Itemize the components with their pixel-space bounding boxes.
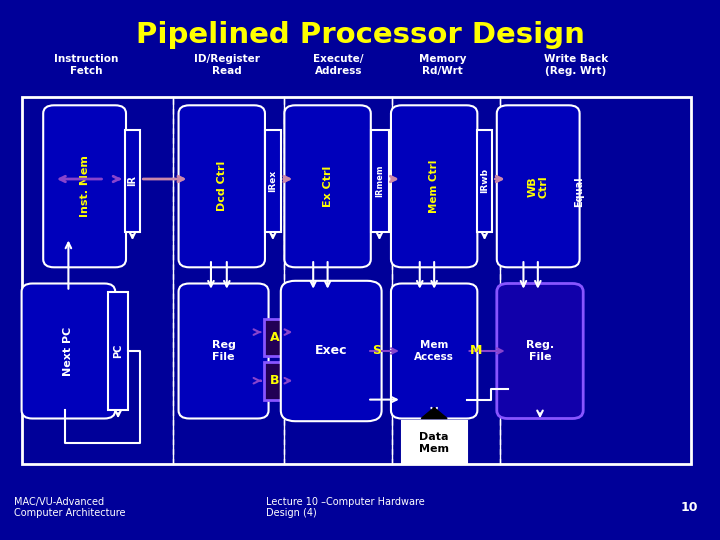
- Text: Reg
File: Reg File: [212, 340, 235, 362]
- Text: WB
Ctrl: WB Ctrl: [527, 175, 549, 198]
- Bar: [402, 421, 467, 464]
- Polygon shape: [421, 408, 447, 418]
- Text: B: B: [269, 374, 279, 387]
- Bar: [264, 319, 284, 356]
- Bar: [22, 97, 691, 464]
- Text: Inst. Mem: Inst. Mem: [80, 156, 89, 217]
- Text: Ex Ctrl: Ex Ctrl: [323, 166, 333, 207]
- Bar: [125, 130, 140, 232]
- Text: M: M: [469, 345, 482, 357]
- Text: Equal: Equal: [575, 177, 585, 207]
- Text: IR: IR: [127, 176, 138, 186]
- Text: Lecture 10 –Computer Hardware
Design (4): Lecture 10 –Computer Hardware Design (4): [266, 497, 425, 518]
- Bar: [265, 130, 281, 232]
- Text: A: A: [269, 331, 279, 344]
- Text: Execute/
Address: Execute/ Address: [313, 54, 364, 76]
- Text: Write Back
(Reg. Wrt): Write Back (Reg. Wrt): [544, 54, 608, 76]
- FancyBboxPatch shape: [497, 284, 583, 418]
- FancyBboxPatch shape: [22, 284, 115, 418]
- Text: Reg.
File: Reg. File: [526, 340, 554, 362]
- Text: 10: 10: [681, 501, 698, 514]
- Text: IRwb: IRwb: [480, 168, 489, 193]
- FancyBboxPatch shape: [391, 284, 477, 418]
- FancyBboxPatch shape: [284, 105, 371, 267]
- FancyBboxPatch shape: [281, 281, 382, 421]
- Text: Mem
Access: Mem Access: [414, 340, 454, 362]
- Text: MAC/VU-Advanced
Computer Architecture: MAC/VU-Advanced Computer Architecture: [14, 497, 126, 518]
- Text: PC: PC: [113, 344, 123, 358]
- Bar: [477, 130, 492, 232]
- FancyBboxPatch shape: [43, 105, 126, 267]
- FancyBboxPatch shape: [179, 105, 265, 267]
- FancyBboxPatch shape: [179, 284, 269, 418]
- Bar: [371, 130, 389, 232]
- Bar: [108, 292, 128, 410]
- Bar: [264, 362, 284, 400]
- Text: ID/Register
Read: ID/Register Read: [194, 54, 260, 76]
- Text: Dcd Ctrl: Dcd Ctrl: [217, 161, 227, 212]
- Text: Next PC: Next PC: [63, 326, 73, 376]
- Text: IRex: IRex: [269, 170, 277, 192]
- Text: Memory
Rd/Wrt: Memory Rd/Wrt: [419, 54, 467, 76]
- Text: Pipelined Processor Design: Pipelined Processor Design: [135, 21, 585, 49]
- Text: Instruction
Fetch: Instruction Fetch: [54, 54, 119, 76]
- Text: Data
Mem: Data Mem: [419, 432, 449, 454]
- Text: IRmem: IRmem: [375, 165, 384, 197]
- Text: Exec: Exec: [315, 345, 348, 357]
- FancyBboxPatch shape: [391, 105, 477, 267]
- Text: S: S: [372, 345, 381, 357]
- FancyBboxPatch shape: [497, 105, 580, 267]
- Text: Mem Ctrl: Mem Ctrl: [429, 160, 439, 213]
